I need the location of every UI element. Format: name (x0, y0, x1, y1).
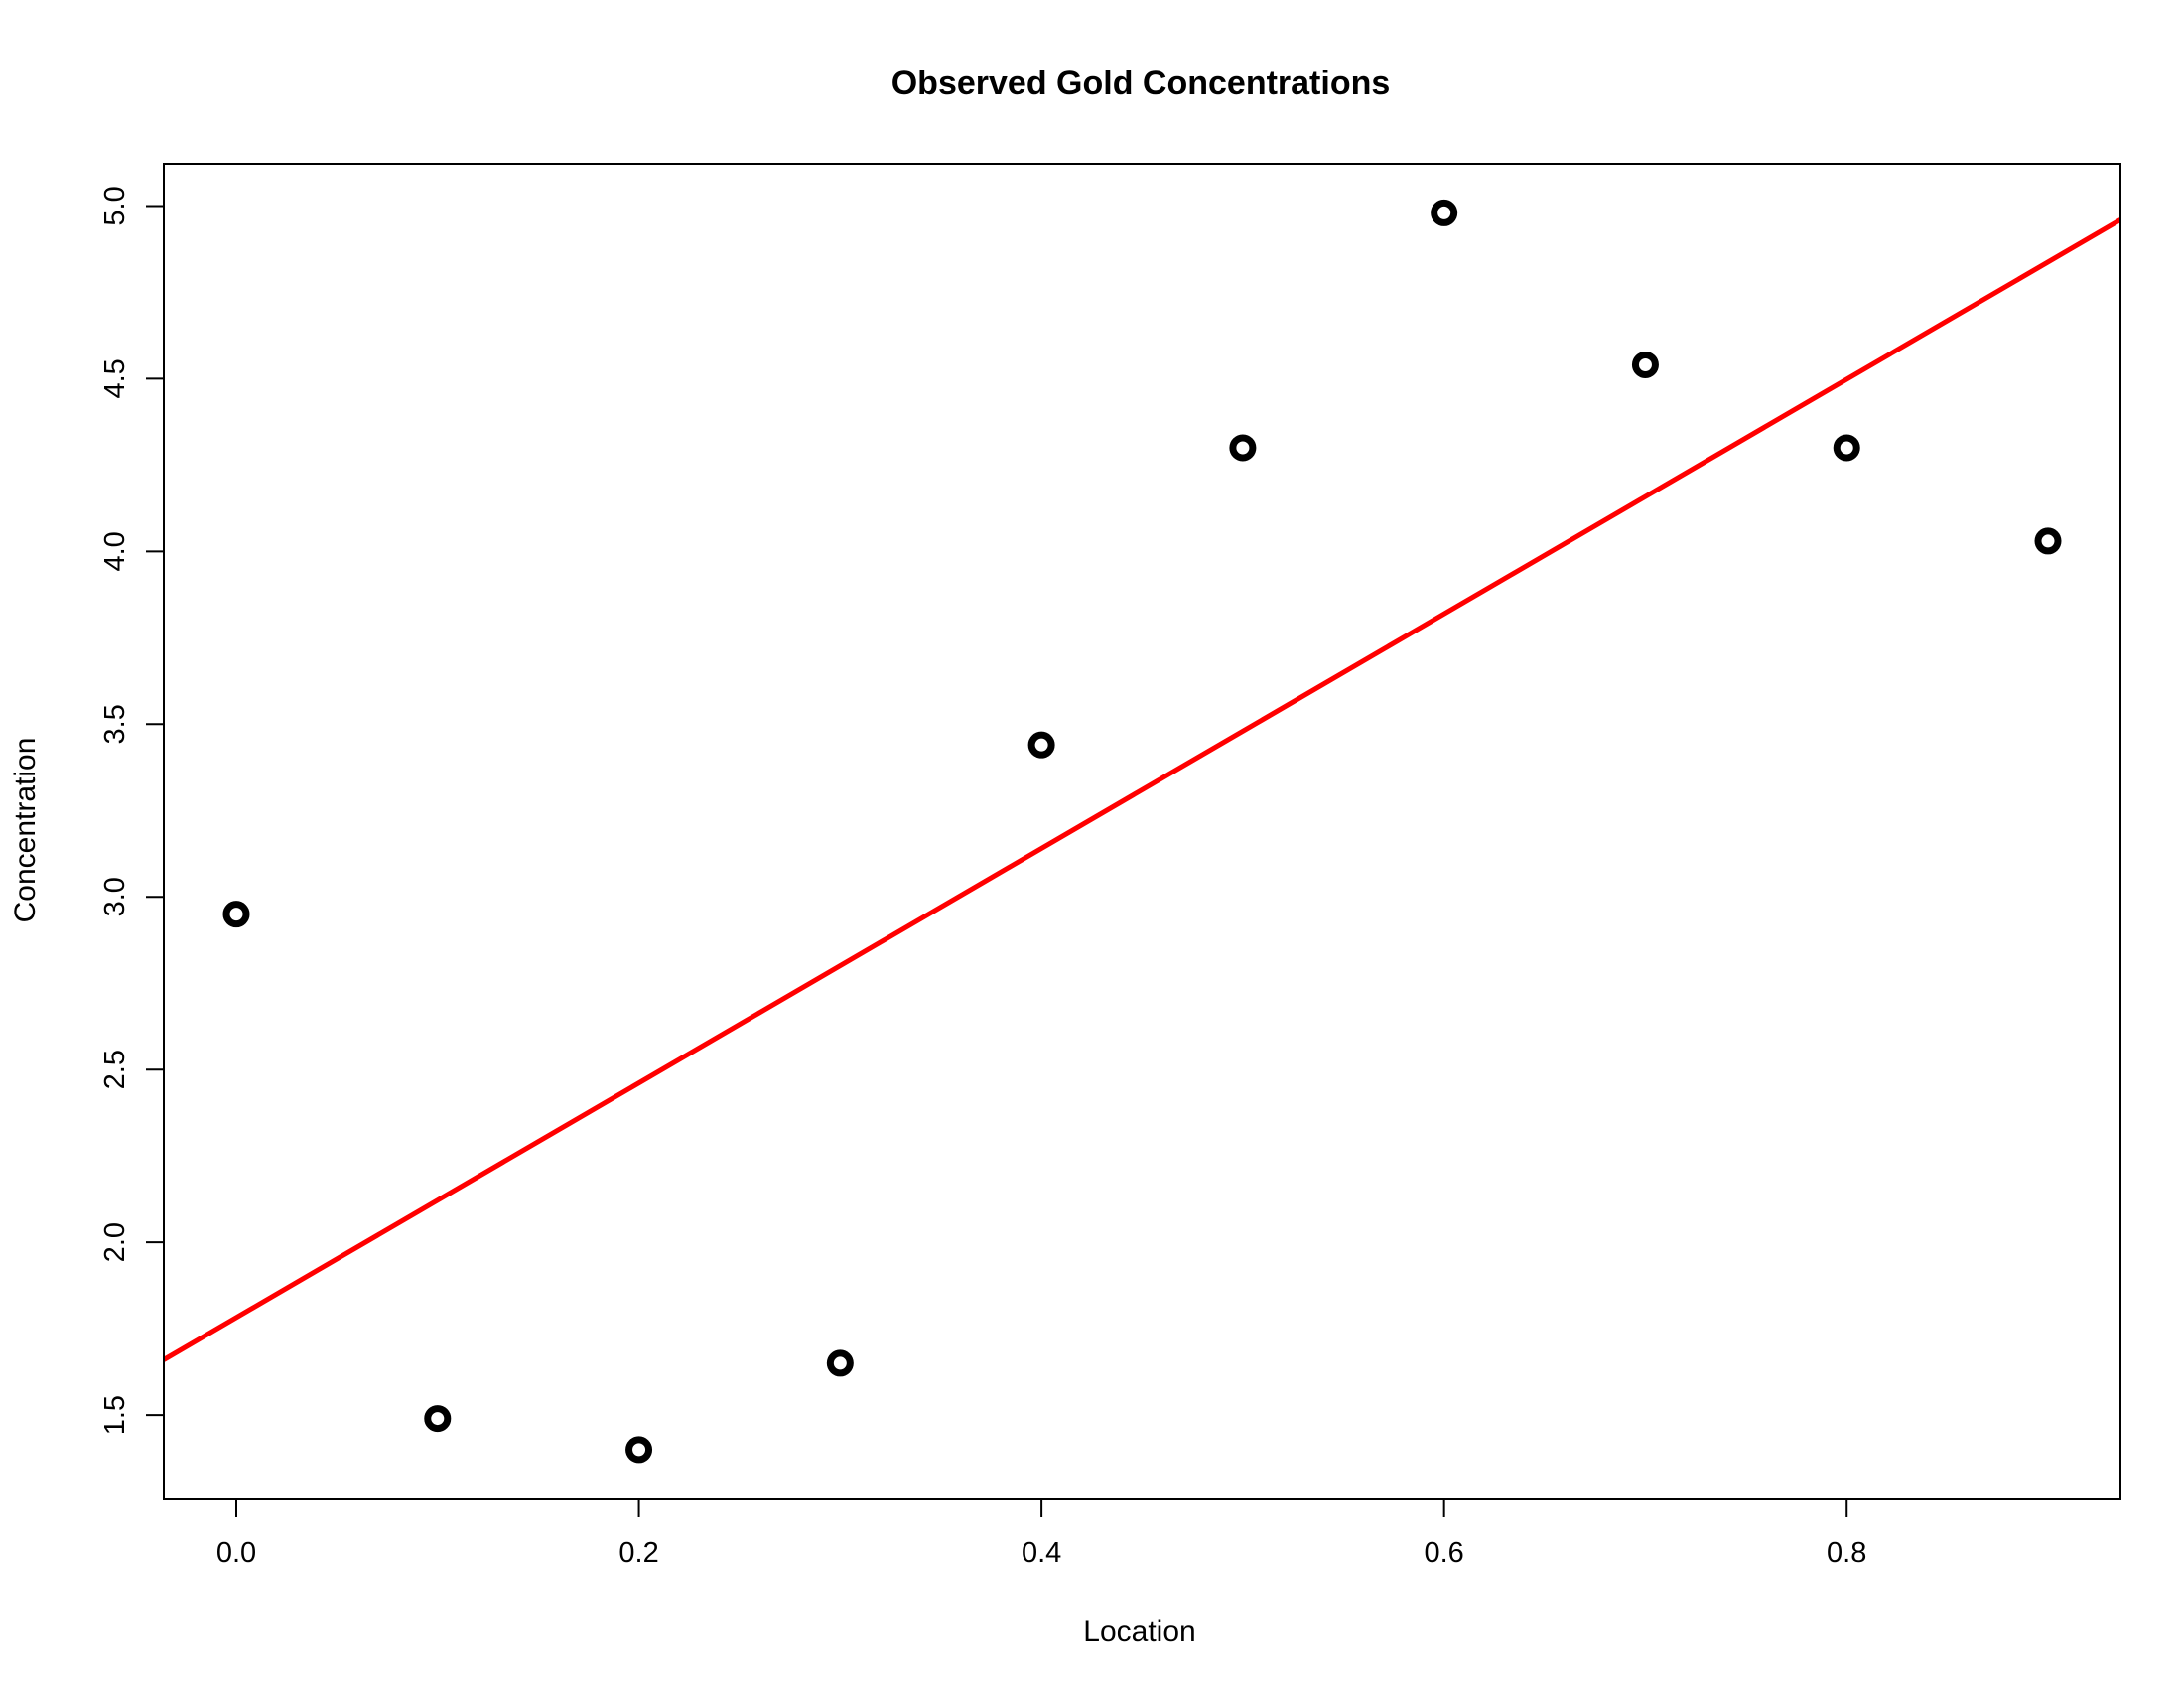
y-axis: 1.5 2.0 2.5 3.0 3.5 4.0 4.5 5.0 (99, 186, 165, 1435)
y-tick-label: 4.5 (99, 358, 131, 398)
regression-line (164, 217, 2120, 1362)
data-point (2034, 527, 2062, 555)
y-tick-label: 2.5 (99, 1050, 131, 1089)
y-tick-label: 3.0 (99, 877, 131, 916)
x-tick-label: 0.8 (1827, 1537, 1866, 1569)
plot-area (164, 199, 2120, 1464)
data-point (1027, 731, 1055, 759)
x-tick-label: 0.4 (1022, 1537, 1061, 1569)
data-point (222, 901, 250, 928)
x-tick-label: 0.0 (216, 1537, 256, 1569)
x-axis: 0.0 0.2 0.4 0.6 0.8 (216, 1498, 1866, 1569)
y-tick-label: 3.5 (99, 704, 131, 744)
y-axis-label: Concentration (9, 738, 42, 923)
data-point (1631, 351, 1659, 378)
x-tick-label: 0.6 (1425, 1537, 1464, 1569)
plot-frame (163, 163, 2121, 1500)
x-axis-label: Location (1083, 1616, 1195, 1648)
data-point (1229, 434, 1257, 462)
chart-title: Observed Gold Concentrations (891, 65, 1391, 102)
data-point (1431, 199, 1458, 226)
y-tick-label: 5.0 (99, 186, 131, 225)
y-tick-label: 4.0 (99, 531, 131, 571)
data-point (625, 1436, 653, 1464)
data-point (826, 1349, 854, 1377)
data-point (1833, 434, 1860, 462)
y-tick-label: 2.0 (99, 1222, 131, 1262)
x-tick-label: 0.2 (618, 1537, 658, 1569)
data-point (424, 1405, 452, 1433)
y-tick-label: 1.5 (99, 1395, 131, 1435)
